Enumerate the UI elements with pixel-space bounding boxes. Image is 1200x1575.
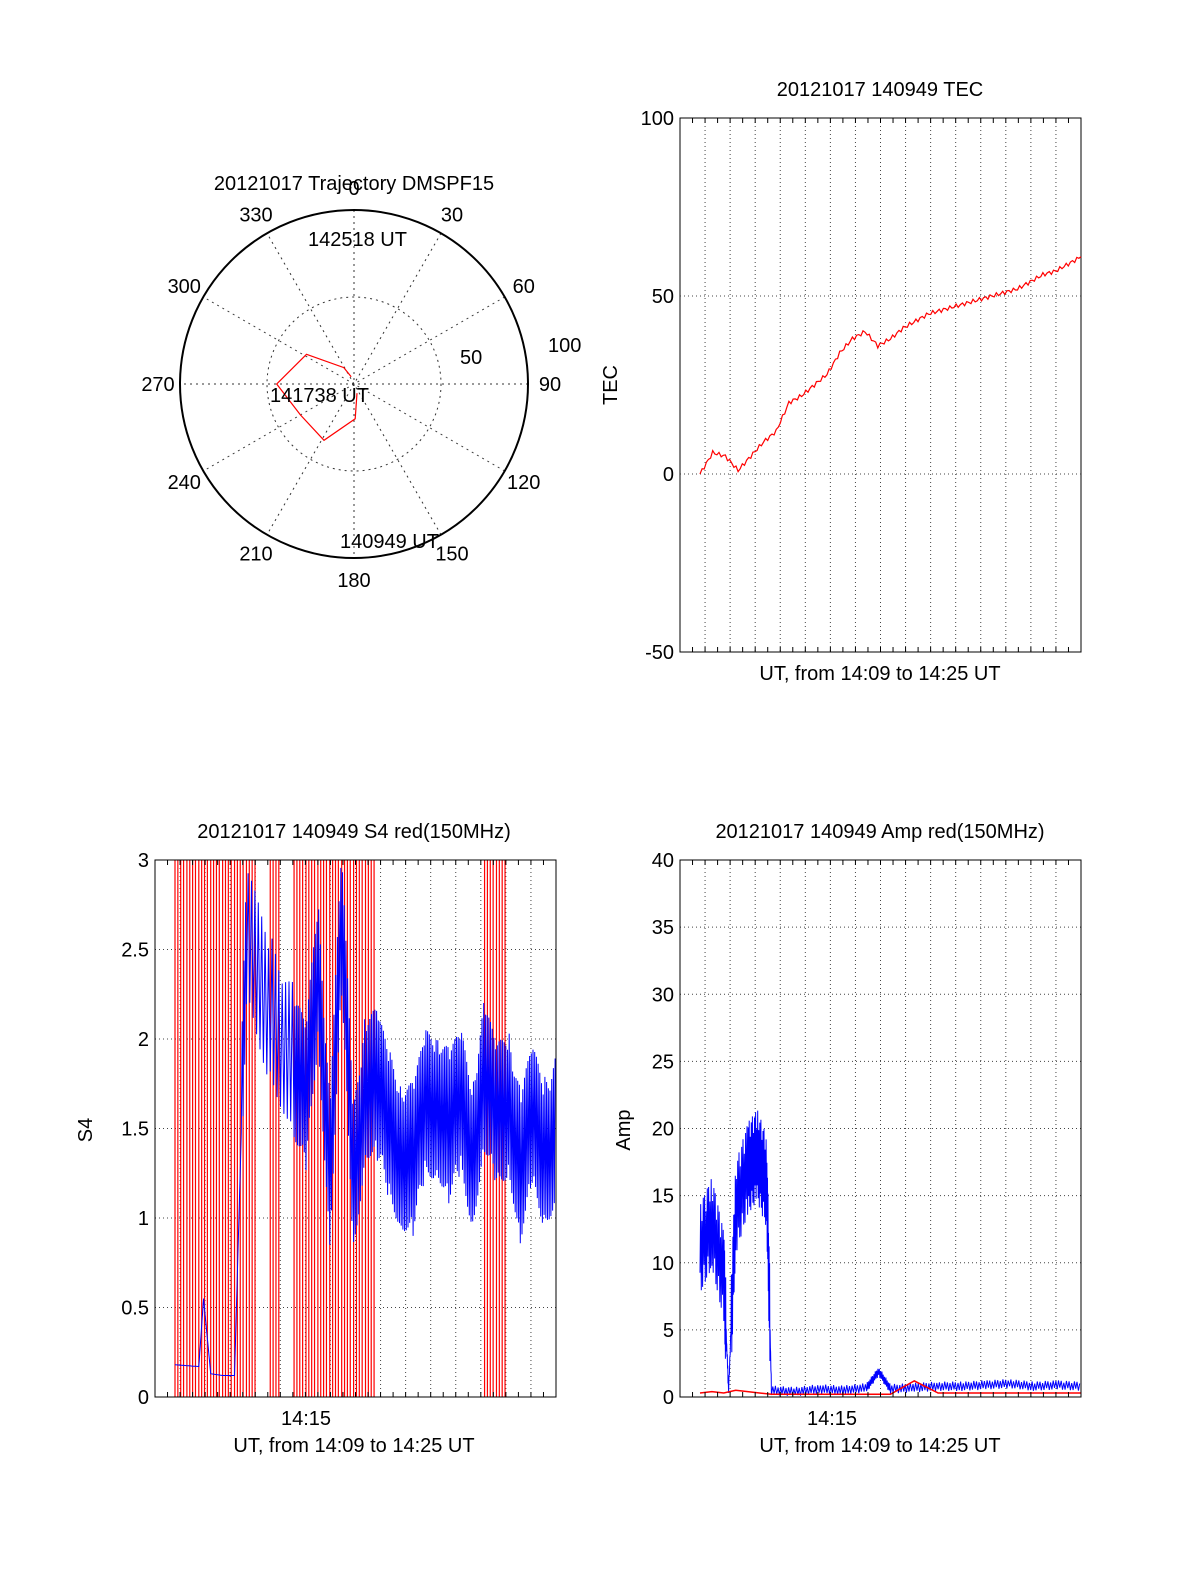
amp-red-series	[699, 1380, 1081, 1396]
polar-angle-label: 210	[239, 544, 272, 566]
tec-series-line	[699, 256, 1082, 475]
annotation-141738: 141738 UT	[270, 385, 369, 407]
polar-angle-label: 300	[168, 276, 201, 298]
tec-ytick-label: 100	[641, 108, 674, 130]
polar-angle-labels: 0 30 60 90 120 150 180 210 240 270 300 330	[141, 178, 561, 592]
s4-ytick-label: 1.5	[121, 1119, 149, 1141]
amp-ytick-label: 35	[652, 917, 674, 939]
polar-grid	[180, 210, 528, 558]
trajectory-line	[275, 353, 358, 442]
polar-radial-tick-50: 50	[460, 347, 482, 369]
s4-ytick-label: 2.5	[121, 940, 149, 962]
s4-chart: 20121017 140949 S4 red(150MHz) 0 0.5 1 1.5 2…	[75, 821, 557, 1457]
amp-grid	[680, 860, 1081, 1397]
polar-angle-label: 150	[435, 544, 468, 566]
polar-radial-tick-100: 100	[548, 335, 581, 357]
amp-title: 20121017 140949 Amp red(150MHz)	[715, 821, 1044, 843]
s4-yticks: 0 0.5 1 1.5 2 2.5 3	[121, 850, 557, 1409]
tec-grid	[680, 118, 1081, 652]
amp-blue-series	[699, 1110, 1081, 1396]
s4-xlabel: UT, from 14:09 to 14:25 UT	[233, 1435, 474, 1457]
polar-angle-label: 30	[441, 204, 463, 226]
tec-yticks: -50 0 50 100	[641, 108, 1082, 664]
amp-ytick-label: 30	[652, 984, 674, 1006]
amp-xlabel: UT, from 14:09 to 14:25 UT	[759, 1435, 1000, 1457]
annotation-142518: 142518 UT	[308, 229, 407, 251]
s4-ytick-label: 3	[138, 850, 149, 872]
polar-angle-label: 0	[348, 178, 359, 200]
annotation-140949: 140949 UT	[340, 531, 439, 553]
s4-ytick-label: 2	[138, 1029, 149, 1051]
amp-ytick-label: 15	[652, 1186, 674, 1208]
tec-ytick-label: 0	[663, 464, 674, 486]
polar-outer-circle	[179, 209, 529, 559]
amp-ytick-label: 20	[652, 1119, 674, 1141]
polar-angle-label: 240	[168, 472, 201, 494]
amp-ytick-label: 25	[652, 1051, 674, 1073]
polar-grid-circle	[266, 296, 442, 472]
s4-ytick-label: 1	[138, 1208, 149, 1230]
s4-ytick-label: 0.5	[121, 1298, 149, 1320]
amp-ytick-label: 40	[652, 850, 674, 872]
polar-chart: 20121017 Trajectory DMSPF15 0 30 60 90 120 15…	[141, 173, 581, 592]
amp-xtick-1415: 14:15	[807, 1408, 857, 1430]
tec-title: 20121017 140949 TEC	[777, 79, 983, 101]
s4-xtick-1415: 14:15	[281, 1408, 331, 1430]
s4-title: 20121017 140949 S4 red(150MHz)	[197, 821, 511, 843]
polar-angle-label: 60	[513, 276, 535, 298]
polar-angle-label: 270	[141, 374, 174, 396]
amp-ytick-label: 10	[652, 1253, 674, 1275]
amp-ylabel: Amp	[613, 1109, 635, 1150]
tec-ylabel: TEC	[600, 365, 622, 405]
s4-series	[174, 860, 556, 1397]
polar-angle-label: 90	[539, 374, 561, 396]
s4-blue-series	[174, 867, 556, 1376]
polar-angle-label: 120	[507, 472, 540, 494]
polar-grid-spoke	[266, 233, 442, 535]
tec-xlabel: UT, from 14:09 to 14:25 UT	[759, 663, 1000, 685]
polar-angle-label: 330	[239, 204, 272, 226]
polar-title: 20121017 Trajectory DMSPF15	[214, 173, 494, 195]
amp-ytick-label: 0	[663, 1387, 674, 1409]
tec-chart: 20121017 140949 TEC -50 0 50 100 TEC UT, fr…	[600, 79, 1082, 685]
amp-chart: 20121017 140949 Amp red(150MHz) 0 5 10 15 20…	[613, 821, 1082, 1457]
amp-series	[699, 1110, 1081, 1396]
tec-ytick-label: 50	[652, 286, 674, 308]
polar-angle-label: 180	[337, 570, 370, 592]
amp-ytick-label: 5	[663, 1320, 674, 1342]
s4-ytick-label: 0	[138, 1387, 149, 1409]
amp-yticks: 0 5 10 15 20 25 30 35 40	[652, 850, 1082, 1409]
tec-ytick-label: -50	[645, 642, 674, 664]
s4-ylabel: S4	[75, 1118, 97, 1142]
